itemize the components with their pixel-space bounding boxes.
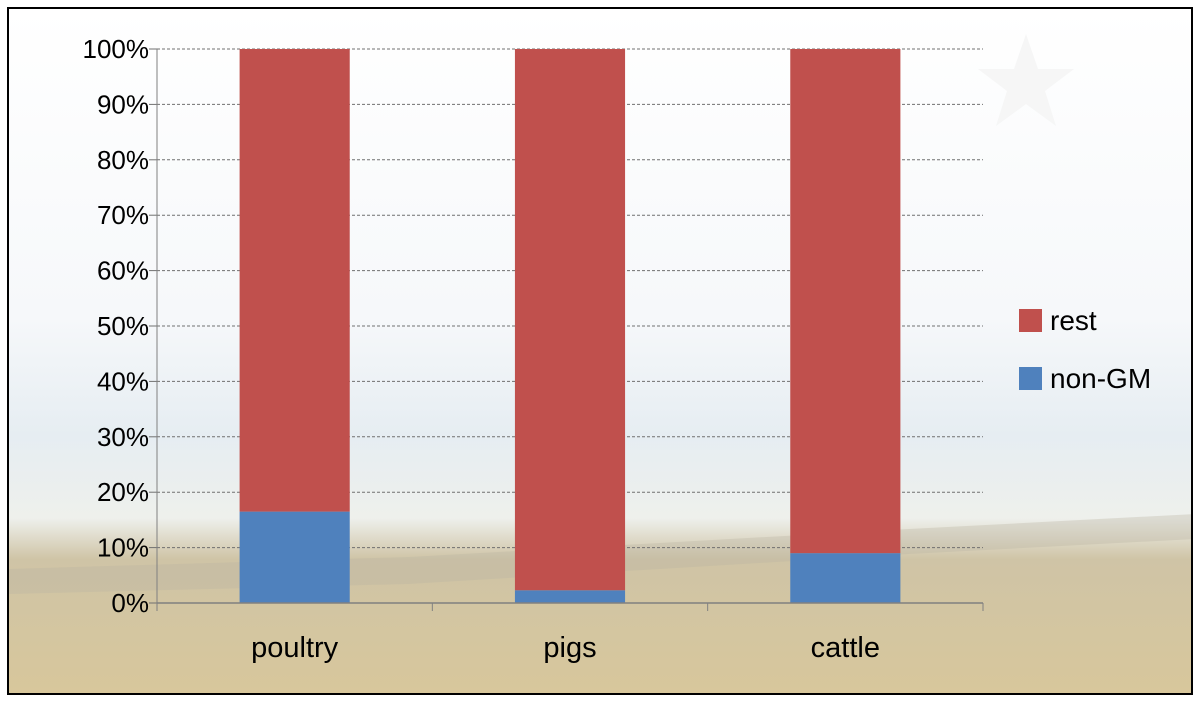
x-category-label: poultry bbox=[251, 632, 339, 664]
legend-swatch-non-gm bbox=[1019, 367, 1042, 390]
legend-swatch-rest bbox=[1019, 309, 1042, 332]
y-tick-label: 90% bbox=[97, 89, 149, 119]
y-axis-tick-labels: 0% 10% 20% 30% 40% 50% 60% 70% 80% 90% 100% bbox=[83, 34, 150, 618]
chart-frame: 0% 10% 20% 30% 40% 50% 60% 70% 80% 90% 100% poultr… bbox=[7, 7, 1193, 695]
bars bbox=[239, 49, 901, 603]
x-axis-category-labels: poultry pigs cattle bbox=[251, 632, 880, 664]
legend-label-rest: rest bbox=[1050, 305, 1097, 336]
y-tick-label: 60% bbox=[97, 256, 149, 286]
y-tick-label: 80% bbox=[97, 145, 149, 175]
x-category-label: pigs bbox=[543, 632, 596, 664]
y-tick-label: 10% bbox=[97, 533, 149, 563]
bar-pigs-non-gm bbox=[514, 590, 626, 603]
x-category-label: cattle bbox=[811, 632, 880, 664]
y-tick-label: 0% bbox=[111, 588, 149, 618]
axes bbox=[156, 49, 984, 611]
legend-label-non-gm: non-GM bbox=[1050, 363, 1151, 394]
bar-cattle-rest bbox=[790, 49, 901, 554]
bar-cattle-non-gm bbox=[790, 553, 901, 603]
stacked-bar-chart: 0% 10% 20% 30% 40% 50% 60% 70% 80% 90% 100% poultr… bbox=[9, 9, 1191, 693]
legend: rest non-GM bbox=[1019, 305, 1151, 394]
bar-poultry-non-gm bbox=[239, 511, 350, 603]
y-tick-label: 70% bbox=[97, 200, 149, 230]
bar-pigs-rest bbox=[514, 49, 626, 591]
bar-poultry-rest bbox=[239, 49, 350, 512]
y-tick-label: 50% bbox=[97, 311, 149, 341]
y-tick-label: 30% bbox=[97, 422, 149, 452]
y-tick-label: 40% bbox=[97, 366, 149, 396]
faint-star-shape bbox=[978, 34, 1074, 126]
y-tick-label: 100% bbox=[83, 34, 150, 64]
y-tick-label: 20% bbox=[97, 477, 149, 507]
